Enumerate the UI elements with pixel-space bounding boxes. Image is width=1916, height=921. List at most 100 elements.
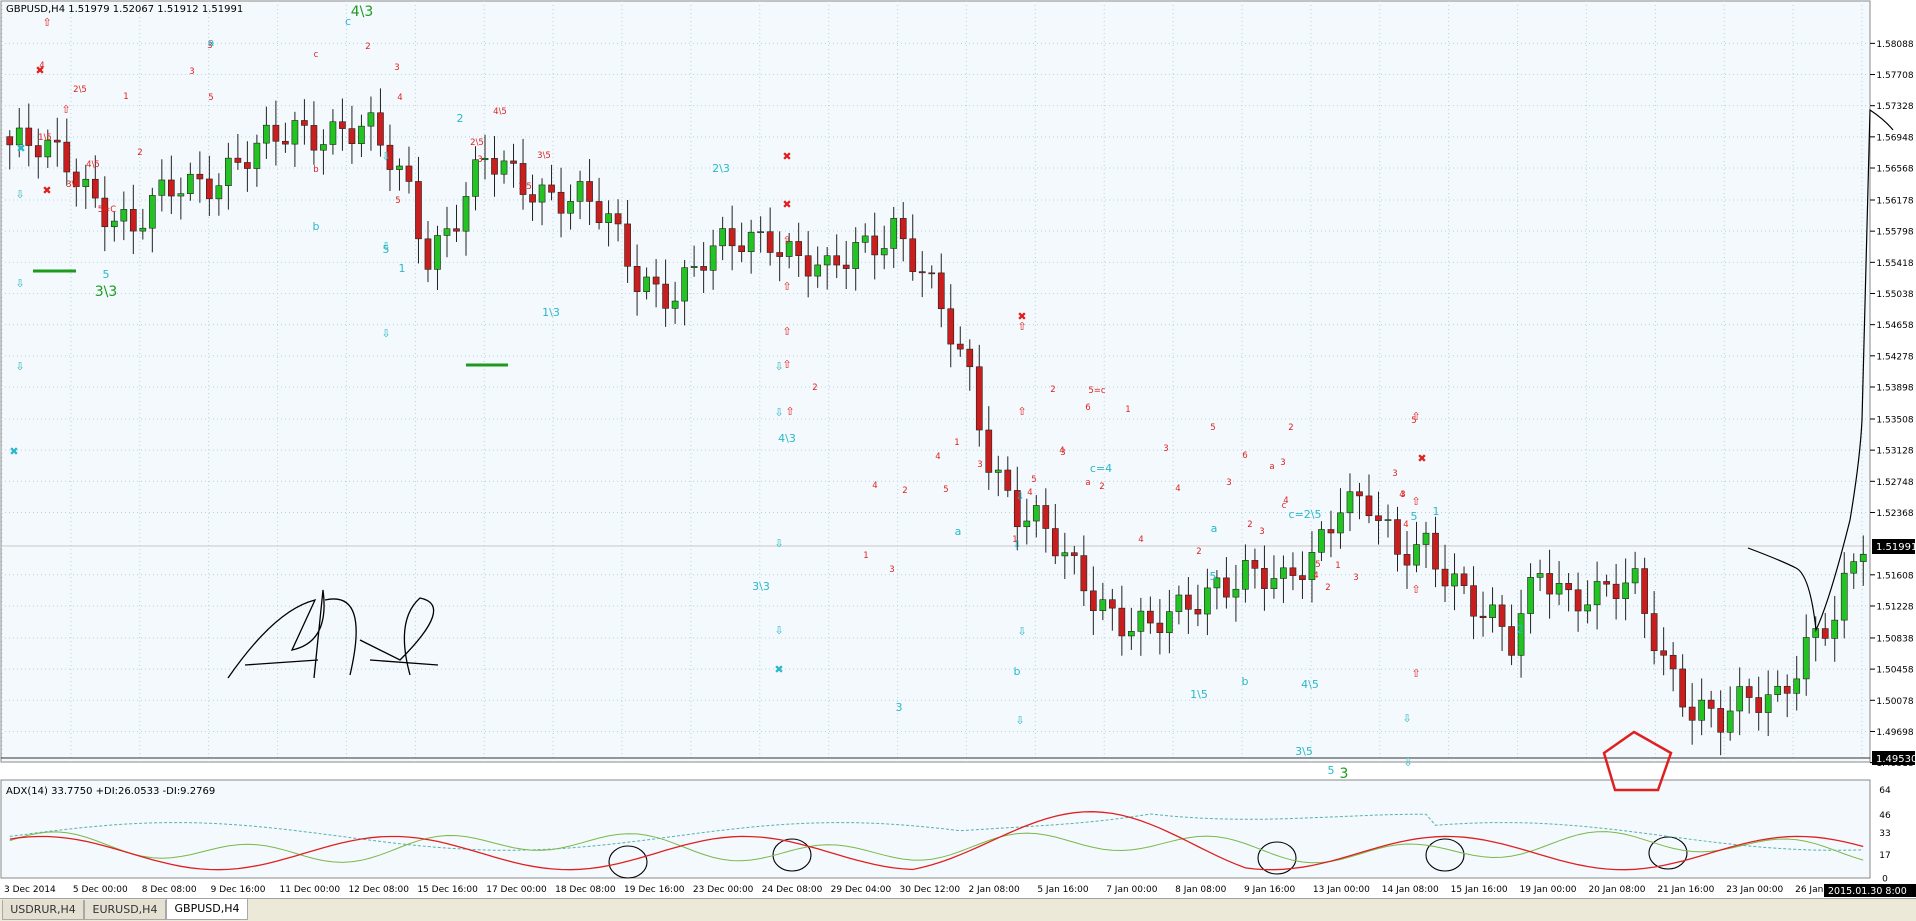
wave-label-cyan: c=2\5: [1289, 508, 1322, 521]
candle: [215, 173, 223, 216]
candle: [110, 211, 118, 242]
candle: [1774, 670, 1782, 702]
candle: [367, 96, 375, 151]
candle: [1185, 577, 1192, 634]
candle: [1793, 655, 1801, 711]
candle: [1061, 532, 1069, 579]
wave-label-minor: 6: [1242, 451, 1247, 461]
candle-body: [738, 245, 745, 252]
wave-label-cyan: a: [955, 525, 962, 538]
candle-body: [1698, 699, 1706, 721]
adx-panel[interactable]: [0, 779, 1871, 879]
candle-body: [1451, 573, 1458, 587]
candle-body: [206, 178, 213, 200]
candle: [101, 176, 109, 252]
wave-label-cyan: 3\5: [1295, 745, 1313, 758]
wave-label-major: 4\3: [351, 4, 374, 20]
price-tick-label: 1.58088: [1876, 40, 1913, 50]
symbol-tab[interactable]: USDRUR,H4: [2, 900, 84, 920]
candle: [728, 205, 736, 271]
candle-body: [1070, 552, 1078, 556]
wave-label-minor: 4: [1399, 490, 1404, 500]
symbol-tab[interactable]: GBPUSD,H4: [166, 899, 248, 920]
candle-body: [1346, 491, 1354, 514]
marked-price-box: [1872, 751, 1915, 765]
wave-label-minor: 1\5: [38, 133, 52, 143]
candle: [72, 158, 80, 207]
time-tick-label: 13 Jan 00:00: [1313, 885, 1370, 895]
time-tick-label: 21 Jan 16:00: [1657, 885, 1714, 895]
candle-body: [82, 178, 90, 187]
candle: [1508, 604, 1515, 666]
candle: [1280, 555, 1287, 603]
candle: [871, 212, 879, 280]
symbol-tab[interactable]: EURUSD,H4: [84, 900, 166, 920]
highlight-circle: [1425, 838, 1465, 872]
time-tick-label: 18 Dec 08:00: [555, 885, 616, 895]
candle: [424, 221, 432, 283]
candle-body: [747, 231, 755, 252]
candle: [282, 122, 289, 153]
candle-body: [1280, 567, 1287, 579]
candle: [1413, 521, 1420, 573]
wave-label-cyan: 3\3: [752, 580, 770, 593]
adx-tick-label: 46: [1879, 811, 1891, 821]
candle-body: [785, 241, 793, 257]
candle-body: [472, 159, 479, 197]
candle: [1051, 504, 1059, 564]
candle-body: [386, 144, 394, 170]
main-plot-area[interactable]: [0, 0, 1871, 763]
buy-arrow-marker: ✖: [1017, 310, 1026, 323]
candle-body: [1755, 697, 1763, 713]
candle-body: [766, 231, 774, 253]
candle-body: [358, 125, 365, 145]
candle: [1470, 566, 1477, 640]
highlight-circle: [772, 838, 812, 872]
candle-body: [1089, 590, 1097, 611]
chart-canvas[interactable]: 41\52\53\54\55=C31235bc2135434\52\51\53\…: [0, 0, 1916, 898]
buy-arrow-marker: ⇧: [1017, 405, 1026, 418]
candle-body: [1232, 588, 1240, 598]
candle-body: [44, 139, 52, 158]
sell-arrow-marker: ⇩: [774, 624, 783, 637]
candle: [1327, 510, 1335, 558]
candle: [1232, 564, 1240, 622]
wave-label-minor: c: [1282, 501, 1287, 511]
candle-body: [1726, 710, 1734, 733]
time-tick-label: 8 Jan 08:00: [1175, 885, 1227, 895]
candle: [491, 136, 498, 197]
candle: [1175, 585, 1183, 625]
adx-tick-label: 17: [1879, 851, 1890, 861]
candle-body: [557, 191, 565, 214]
candle-body: [1166, 611, 1173, 633]
buy-arrow-marker: ✖: [35, 64, 44, 77]
candle-body: [415, 181, 422, 240]
candle: [1631, 551, 1639, 595]
candle: [1679, 654, 1686, 717]
time-tick-label: 23 Dec 00:00: [693, 885, 754, 895]
candle: [1622, 558, 1629, 621]
candle: [1736, 667, 1744, 736]
candle: [34, 128, 42, 179]
price-tick-label: 1.55418: [1876, 259, 1913, 269]
wave-label-minor: a: [1085, 478, 1090, 488]
pentagon-marker: [1602, 730, 1673, 792]
wave-label-minor: 2: [902, 486, 907, 496]
candle: [833, 234, 841, 279]
candle: [823, 246, 831, 290]
candle-body: [909, 238, 917, 272]
sell-arrow-marker: ⇩: [1402, 712, 1411, 725]
buy-arrow-marker: ✖: [782, 150, 791, 163]
candle: [1118, 585, 1126, 656]
price-tick-label: 1.55798: [1876, 228, 1913, 238]
price-tick-label: 1.51608: [1876, 571, 1913, 581]
candle-body: [510, 160, 517, 164]
wave-label-minor: 4: [1283, 496, 1288, 506]
price-axis: [1872, 1, 1916, 879]
candle: [63, 118, 71, 186]
wave-label-cyan: 2\3: [712, 162, 730, 175]
price-tick-label: 1.54658: [1876, 321, 1913, 331]
candle-body: [291, 120, 299, 145]
wave-label-minor: 3: [207, 41, 212, 51]
candle: [1223, 557, 1230, 609]
